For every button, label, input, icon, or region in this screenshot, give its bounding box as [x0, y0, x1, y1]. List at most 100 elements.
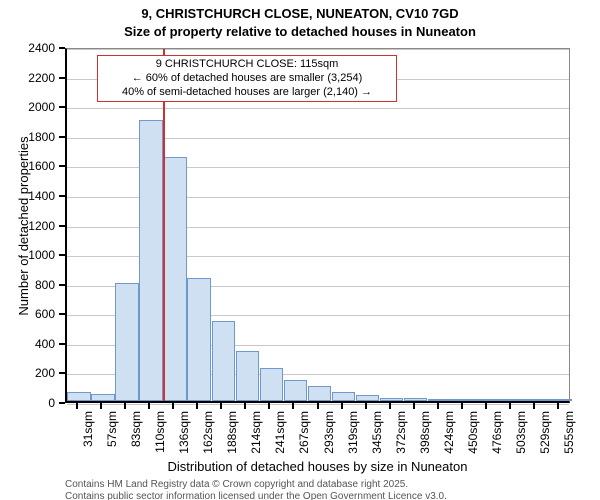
x-tick-label: 241sqm — [273, 411, 287, 471]
x-tick-label: 136sqm — [177, 411, 191, 471]
x-tick-mark — [389, 403, 391, 409]
y-tick-label: 1800 — [0, 130, 55, 144]
x-tick-label: 372sqm — [394, 411, 408, 471]
x-tick-mark — [509, 403, 511, 409]
annotation-line: ← 60% of detached houses are smaller (3,… — [102, 72, 392, 86]
x-tick-mark — [100, 403, 102, 409]
histogram-chart: 9, CHRISTCHURCH CLOSE, NUNEATON, CV10 7G… — [0, 0, 600, 500]
histogram-bar — [260, 368, 284, 401]
footer-note: Contains HM Land Registry data © Crown c… — [65, 479, 570, 500]
y-tick-mark — [59, 136, 65, 138]
x-tick-label: 503sqm — [514, 411, 528, 471]
y-tick-mark — [59, 372, 65, 374]
y-tick-label: 2400 — [0, 41, 55, 55]
y-tick-mark — [59, 106, 65, 108]
histogram-bar — [452, 399, 476, 401]
histogram-bar — [236, 351, 260, 401]
y-tick-mark — [59, 284, 65, 286]
x-tick-label: 162sqm — [201, 411, 215, 471]
histogram-bar — [139, 120, 163, 401]
y-tick-mark — [59, 225, 65, 227]
x-tick-mark — [268, 403, 270, 409]
x-tick-label: 214sqm — [249, 411, 263, 471]
histogram-bar — [91, 394, 115, 401]
y-tick-label: 800 — [0, 278, 55, 292]
histogram-bar — [428, 399, 452, 401]
x-tick-mark — [317, 403, 319, 409]
y-tick-label: 1200 — [0, 219, 55, 233]
x-tick-mark — [292, 403, 294, 409]
histogram-bar — [500, 399, 524, 401]
x-tick-label: 398sqm — [418, 411, 432, 471]
annotation-box: 9 CHRISTCHURCH CLOSE: 115sqm← 60% of det… — [97, 55, 397, 102]
histogram-bar — [380, 398, 404, 401]
x-tick-mark — [413, 403, 415, 409]
y-tick-label: 600 — [0, 307, 55, 321]
chart-title: 9, CHRISTCHURCH CLOSE, NUNEATON, CV10 7G… — [0, 6, 600, 21]
x-tick-mark — [220, 403, 222, 409]
histogram-bar — [476, 399, 500, 401]
y-tick-mark — [59, 195, 65, 197]
histogram-bar — [404, 398, 428, 401]
y-tick-mark — [59, 165, 65, 167]
x-tick-mark — [76, 403, 78, 409]
x-tick-label: 267sqm — [297, 411, 311, 471]
histogram-bar — [356, 395, 380, 401]
x-tick-label: 31sqm — [81, 411, 95, 471]
x-tick-mark — [557, 403, 559, 409]
histogram-bar — [67, 392, 91, 401]
y-tick-label: 1000 — [0, 248, 55, 262]
x-tick-label: 529sqm — [538, 411, 552, 471]
histogram-bar — [308, 386, 332, 401]
y-tick-mark — [59, 343, 65, 345]
annotation-line: 9 CHRISTCHURCH CLOSE: 115sqm — [102, 58, 392, 72]
histogram-bar — [212, 321, 236, 401]
x-tick-label: 424sqm — [442, 411, 456, 471]
histogram-bar — [548, 399, 572, 401]
y-tick-mark — [59, 77, 65, 79]
grid-line — [67, 49, 569, 50]
x-tick-mark — [485, 403, 487, 409]
y-tick-mark — [59, 313, 65, 315]
y-tick-label: 2200 — [0, 71, 55, 85]
chart-subtitle: Size of property relative to detached ho… — [0, 24, 600, 39]
y-tick-label: 0 — [0, 396, 55, 410]
x-tick-label: 345sqm — [370, 411, 384, 471]
x-tick-mark — [341, 403, 343, 409]
y-tick-label: 1600 — [0, 159, 55, 173]
histogram-bar — [284, 380, 308, 401]
y-tick-label: 400 — [0, 337, 55, 351]
x-tick-label: 57sqm — [105, 411, 119, 471]
x-tick-mark — [148, 403, 150, 409]
histogram-bar — [115, 283, 139, 401]
x-tick-label: 110sqm — [153, 411, 167, 471]
x-tick-mark — [533, 403, 535, 409]
x-tick-label: 83sqm — [129, 411, 143, 471]
x-tick-label: 293sqm — [322, 411, 336, 471]
x-tick-mark — [172, 403, 174, 409]
footer-line-1: Contains HM Land Registry data © Crown c… — [65, 479, 570, 491]
histogram-bar — [524, 399, 548, 401]
x-tick-mark — [124, 403, 126, 409]
grid-line — [67, 108, 569, 109]
histogram-bar — [187, 278, 211, 401]
x-tick-label: 476sqm — [490, 411, 504, 471]
plot-area: 9 CHRISTCHURCH CLOSE: 115sqm← 60% of det… — [65, 48, 570, 403]
footer-line-2: Contains public sector information licen… — [65, 491, 570, 500]
y-tick-mark — [59, 402, 65, 404]
y-tick-label: 2000 — [0, 100, 55, 114]
histogram-bar — [163, 157, 187, 401]
y-tick-label: 200 — [0, 366, 55, 380]
x-tick-mark — [244, 403, 246, 409]
x-tick-mark — [365, 403, 367, 409]
x-tick-label: 188sqm — [225, 411, 239, 471]
y-tick-label: 1400 — [0, 189, 55, 203]
x-tick-mark — [461, 403, 463, 409]
x-tick-label: 319sqm — [346, 411, 360, 471]
x-tick-mark — [196, 403, 198, 409]
x-tick-label: 555sqm — [562, 411, 576, 471]
histogram-bar — [332, 392, 356, 401]
x-tick-mark — [437, 403, 439, 409]
y-tick-mark — [59, 47, 65, 49]
annotation-line: 40% of semi-detached houses are larger (… — [102, 86, 392, 100]
